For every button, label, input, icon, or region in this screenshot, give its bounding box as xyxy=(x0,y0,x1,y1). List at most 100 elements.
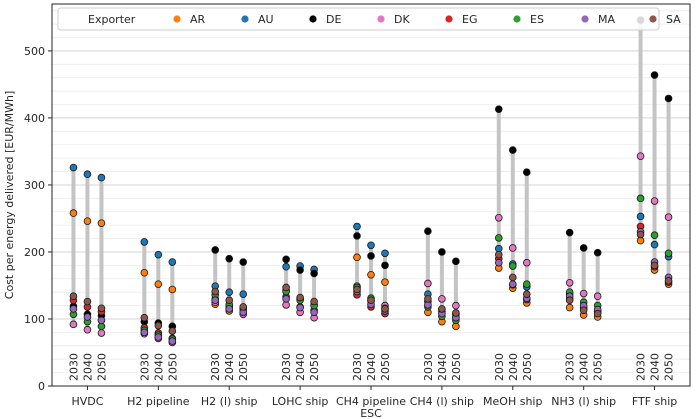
point-sa xyxy=(225,296,234,305)
point-ar xyxy=(367,270,375,279)
point-ma xyxy=(97,316,106,325)
point-sa xyxy=(522,290,531,298)
point-dk xyxy=(508,244,517,252)
point-ma xyxy=(83,313,92,321)
x-year-label: 2050 xyxy=(521,353,534,381)
point-dk xyxy=(69,320,78,329)
point-de xyxy=(353,232,361,240)
point-dk xyxy=(650,197,659,205)
point-sa xyxy=(565,296,574,305)
legend-label-ar: AR xyxy=(190,13,206,26)
point-sa xyxy=(353,285,361,294)
x-year-label: 2040 xyxy=(436,353,449,381)
point-sa xyxy=(97,304,106,313)
x-category-label: H2 (l) ship xyxy=(201,395,258,408)
point-au xyxy=(282,262,290,271)
point-ar xyxy=(140,268,149,277)
y-tick-label: 0 xyxy=(38,380,45,393)
point-ma xyxy=(494,258,503,267)
point-dk xyxy=(522,258,531,267)
range-bars xyxy=(71,20,671,343)
point-sa xyxy=(593,309,602,318)
point-sa xyxy=(296,293,304,302)
x-year-label: 2030 xyxy=(422,353,435,381)
point-sa xyxy=(381,305,389,313)
legend-label-eg: EG xyxy=(462,13,477,26)
x-category-label: H2 pipeline xyxy=(127,395,190,408)
point-sa xyxy=(494,250,503,259)
point-dk xyxy=(452,301,460,310)
point-au xyxy=(381,249,389,258)
legend-label-ma: MA xyxy=(598,13,615,26)
point-dk xyxy=(636,152,645,160)
point-sa xyxy=(83,297,92,306)
point-de xyxy=(367,252,375,260)
x-year-label: 2050 xyxy=(237,353,250,381)
point-dk xyxy=(97,329,106,337)
point-de xyxy=(522,168,531,177)
point-au xyxy=(83,170,92,179)
x-category-label: NH3 (l) ship xyxy=(551,395,616,408)
point-ar xyxy=(565,303,574,312)
point-ar xyxy=(97,219,106,227)
point-sa xyxy=(211,287,220,296)
point-au xyxy=(650,240,659,249)
point-ma xyxy=(310,308,318,317)
point-de xyxy=(664,94,673,103)
point-ma xyxy=(168,337,177,345)
legend-marker-ar xyxy=(173,15,181,23)
x-category-label: MeOH ship xyxy=(483,395,542,408)
point-sa xyxy=(140,313,149,322)
point-au xyxy=(97,173,106,182)
point-dk xyxy=(438,295,446,303)
x-year-label: 2050 xyxy=(592,353,605,381)
point-es xyxy=(508,262,517,270)
point-dk xyxy=(664,213,673,221)
point-au xyxy=(154,250,163,259)
x-year-label: 2030 xyxy=(635,353,648,381)
point-ar xyxy=(69,209,78,217)
x-year-label: 2040 xyxy=(507,353,520,381)
point-ma xyxy=(296,303,304,312)
point-sa xyxy=(452,309,460,317)
point-sa xyxy=(168,327,177,335)
point-de xyxy=(508,146,517,154)
point-ar xyxy=(83,217,92,225)
y-tick-label: 500 xyxy=(24,45,45,58)
legend-label-sa: SA xyxy=(666,13,681,26)
point-es xyxy=(636,194,645,203)
point-sa xyxy=(239,303,248,311)
legend-label-de: DE xyxy=(326,13,341,26)
point-dk xyxy=(579,289,588,298)
point-sa xyxy=(508,273,517,282)
point-au xyxy=(69,163,78,172)
x-year-label: 2050 xyxy=(95,353,108,381)
point-de xyxy=(438,248,446,256)
point-ma xyxy=(225,305,234,313)
legend-label-es: ES xyxy=(530,13,544,26)
x-year-label: 2030 xyxy=(67,353,80,381)
point-es xyxy=(494,234,503,242)
x-year-label: 2030 xyxy=(493,353,506,381)
y-tick-label: 400 xyxy=(24,112,45,125)
point-ma xyxy=(140,328,149,337)
point-sa xyxy=(438,305,446,313)
y-axis-title: Cost per energy delivered [EUR/MWh] xyxy=(3,91,16,299)
data-points xyxy=(69,16,673,347)
point-dk xyxy=(424,279,432,288)
point-de xyxy=(650,71,659,79)
point-es xyxy=(522,280,531,288)
point-sa xyxy=(650,261,659,270)
x-year-label: 2040 xyxy=(365,353,378,381)
point-es xyxy=(664,249,673,258)
point-ar xyxy=(168,285,177,294)
point-sa xyxy=(579,306,588,315)
x-category-label: FTF ship xyxy=(632,395,677,408)
x-year-label: 2040 xyxy=(294,353,307,381)
legend-label-au: AU xyxy=(258,13,274,26)
legend-marker-sa xyxy=(649,15,657,23)
point-au xyxy=(353,222,361,231)
point-dk xyxy=(593,292,602,300)
point-de xyxy=(225,254,234,263)
y-tick-label: 200 xyxy=(24,246,45,259)
